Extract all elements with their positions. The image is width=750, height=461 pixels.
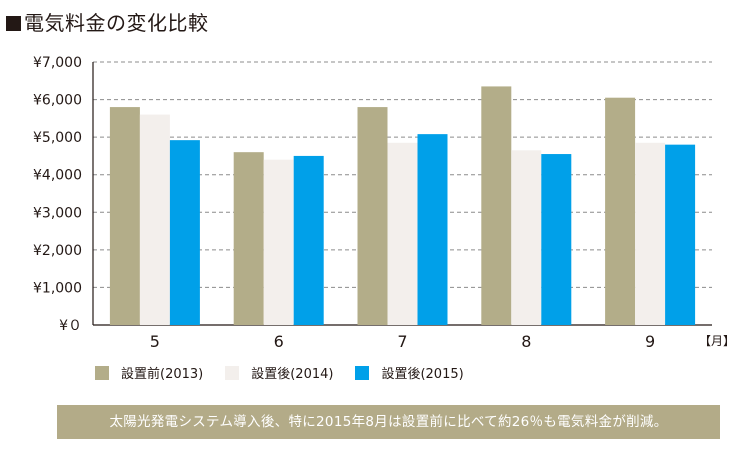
y-axis-ticks: ¥０ ¥1,000 ¥2,000 ¥3,000 ¥4,000 ¥5,000 ¥6,000 ¥7… bbox=[33, 55, 82, 334]
y-tick-label: ¥7,000 bbox=[33, 55, 82, 71]
y-tick-label: ¥2,000 bbox=[33, 243, 82, 259]
legend: 設置前(2013) 設置後(2014) 設置後(2015) bbox=[95, 363, 486, 382]
bar bbox=[387, 142, 418, 325]
legend-swatch bbox=[355, 365, 370, 380]
bar bbox=[665, 144, 696, 325]
title-square-icon bbox=[6, 16, 21, 31]
y-tick-label: ¥6,000 bbox=[33, 93, 82, 109]
y-tick-label: ¥０ bbox=[59, 318, 82, 334]
bar bbox=[293, 155, 324, 325]
bar bbox=[541, 154, 572, 325]
y-tick-label: ¥1,000 bbox=[33, 280, 82, 296]
bar bbox=[139, 114, 170, 325]
bar bbox=[109, 107, 140, 325]
y-tick-label: ¥5,000 bbox=[33, 130, 82, 146]
bars bbox=[109, 86, 696, 326]
bar bbox=[169, 140, 200, 325]
legend-item: 設置後(2015) bbox=[355, 363, 464, 382]
bar bbox=[511, 150, 542, 325]
chart-title: 電気料金の変化比較 bbox=[6, 10, 209, 36]
summary-note: 太陽光発電システム導入後、特に2015年8月は設置前に比べて約26％も電気料金が… bbox=[57, 405, 720, 439]
legend-swatch bbox=[95, 365, 109, 380]
y-tick-label: ¥3,000 bbox=[33, 205, 82, 221]
bar bbox=[605, 97, 636, 325]
bar bbox=[635, 142, 666, 325]
x-tick-label: 7 bbox=[397, 332, 407, 351]
x-axis-ticks: 5 6 7 8 9 bbox=[150, 332, 655, 351]
x-tick-label: 8 bbox=[521, 332, 531, 351]
x-tick-label: 9 bbox=[645, 332, 655, 351]
x-tick-label: 5 bbox=[150, 332, 160, 351]
bar bbox=[263, 159, 294, 325]
bar bbox=[233, 152, 264, 325]
chart-title-text: 電気料金の変化比較 bbox=[24, 11, 209, 35]
bar bbox=[357, 107, 388, 325]
legend-item: 設置後(2014) bbox=[225, 363, 333, 382]
x-tick-label: 6 bbox=[274, 332, 284, 351]
legend-label: 設置前(2013) bbox=[121, 367, 204, 382]
legend-label: 設置後(2014) bbox=[251, 367, 334, 382]
bar bbox=[417, 134, 448, 325]
bar bbox=[481, 86, 512, 326]
legend-item: 設置前(2013) bbox=[95, 363, 203, 382]
legend-swatch bbox=[225, 365, 240, 380]
x-axis-unit-label: 【月】 bbox=[699, 334, 735, 348]
y-tick-label: ¥4,000 bbox=[33, 168, 82, 184]
legend-label: 設置後(2015) bbox=[381, 367, 464, 382]
bar-chart: ¥０ ¥1,000 ¥2,000 ¥3,000 ¥4,000 ¥5,000 ¥6,000 ¥7… bbox=[33, 55, 735, 351]
